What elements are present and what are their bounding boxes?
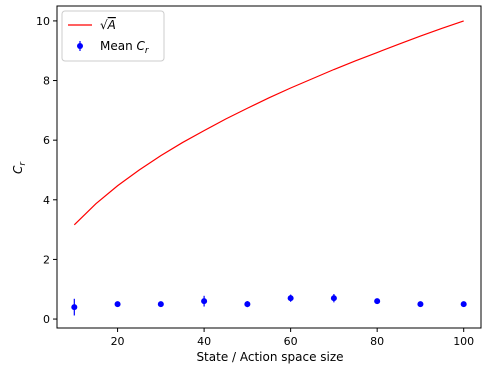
x-tick-label-80: 80 — [370, 335, 384, 348]
data-point-mean-cr — [114, 301, 121, 308]
point-marker — [417, 301, 424, 308]
y-tick-label-4: 4 — [43, 194, 50, 207]
plot-frame — [56, 5, 482, 329]
y-tick-label-0: 0 — [43, 313, 50, 326]
point-marker — [114, 301, 121, 308]
point-marker — [287, 295, 294, 302]
svg-text:Mean Cr: Mean Cr — [100, 39, 150, 56]
legend-label-sqrt-a: √A — [100, 18, 116, 32]
x-tick-label-60: 60 — [284, 335, 298, 348]
point-marker — [201, 298, 208, 305]
data-point-mean-cr — [157, 301, 164, 308]
point-marker — [157, 301, 164, 308]
point-marker — [374, 298, 381, 305]
svg-text:√A: √A — [100, 18, 116, 32]
x-axis-label: State / Action space size — [196, 350, 343, 364]
data-point-mean-cr — [287, 294, 294, 302]
data-point-mean-cr — [71, 298, 78, 316]
legend: √A Mean Cr — [61, 10, 165, 62]
y-tick-label-8: 8 — [43, 75, 50, 88]
data-point-mean-cr — [417, 301, 424, 308]
point-marker — [330, 295, 337, 302]
data-point-mean-cr — [244, 301, 251, 308]
data-point-mean-cr — [374, 298, 381, 305]
x-tick-label-40: 40 — [197, 335, 211, 348]
y-tick-label-2: 2 — [43, 253, 50, 266]
y-tick-label-6: 6 — [43, 134, 50, 147]
x-tick-label-100: 100 — [453, 335, 474, 348]
svg-text:Cr: Cr — [11, 161, 28, 174]
data-point-mean-cr — [330, 294, 337, 303]
point-marker — [71, 304, 78, 311]
legend-marker-mean-cr — [77, 41, 83, 51]
legend-label-mean-cr: Mean Cr — [100, 39, 150, 56]
series-line-sqrt-a — [73, 20, 464, 226]
data-point-mean-cr — [460, 301, 467, 308]
y-axis-label: Cr — [11, 161, 28, 174]
y-tick-label-10: 10 — [36, 15, 50, 28]
legend-box — [61, 10, 165, 62]
plot-area — [71, 20, 467, 316]
data-point-mean-cr — [201, 295, 208, 307]
point-marker — [244, 301, 251, 308]
x-tick-label-20: 20 — [111, 335, 125, 348]
point-marker — [460, 301, 467, 308]
axes: 20 40 60 80 100 0 2 4 6 8 10 — [36, 5, 482, 348]
